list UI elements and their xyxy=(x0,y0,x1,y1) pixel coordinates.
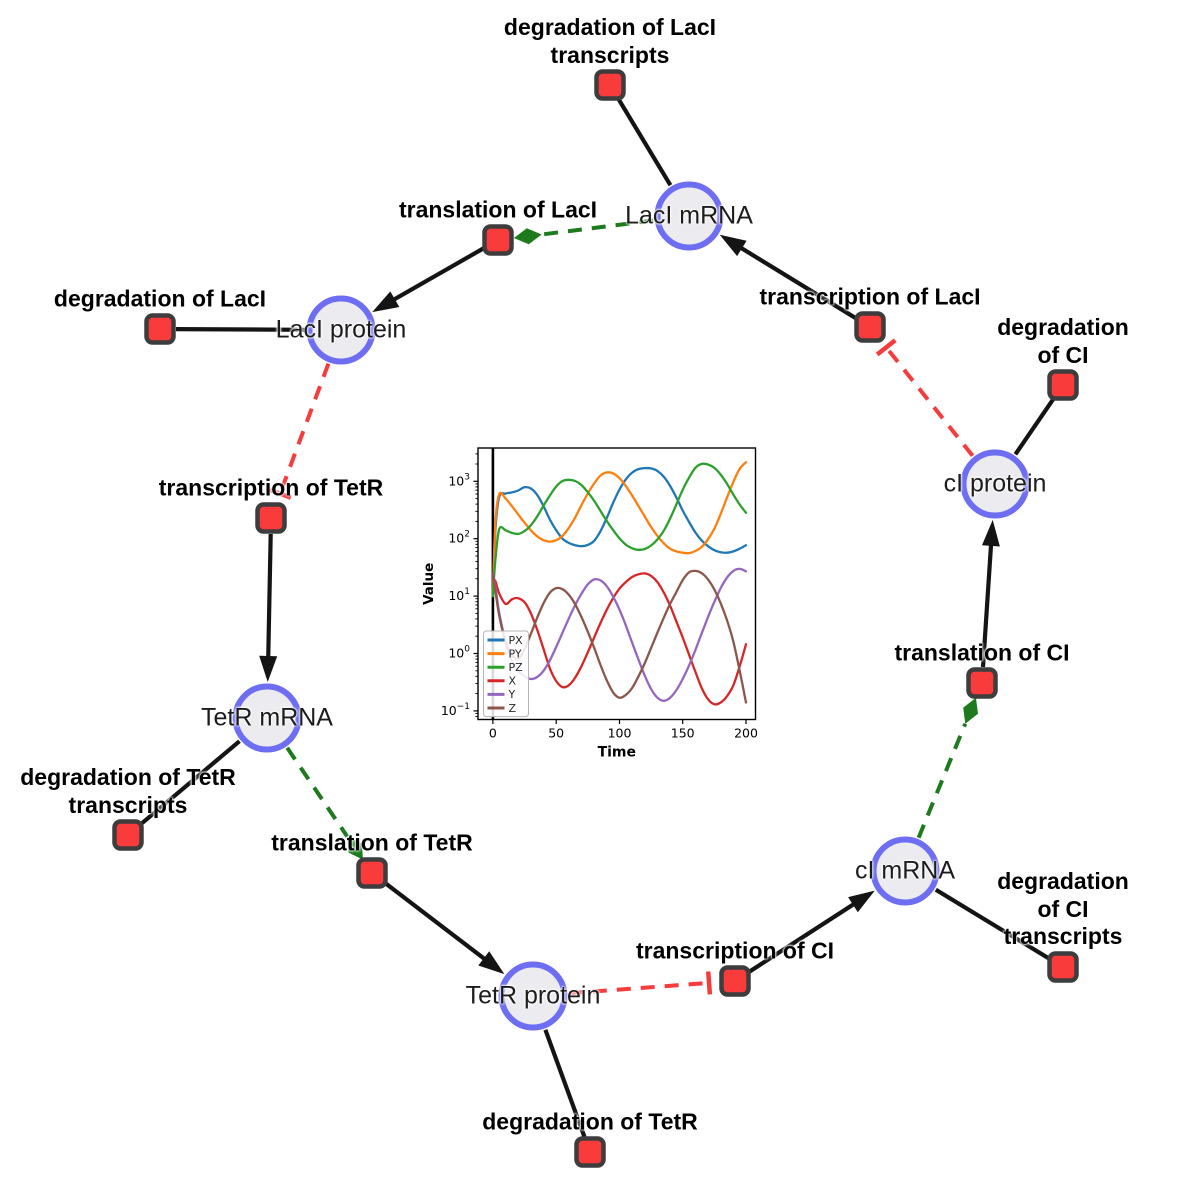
species-node-tetr_protein xyxy=(498,961,568,1031)
edge-production-tl_tetr-tetr_protein xyxy=(383,881,505,975)
reaction-node-deg_tetr xyxy=(574,1136,606,1168)
reaction-node-tl_ci xyxy=(966,667,998,699)
y-tick-label: 101 xyxy=(448,587,470,603)
chart-series-Y xyxy=(491,567,748,702)
edge-production-tc_laci-laci_mrna xyxy=(719,234,858,321)
edges-layer xyxy=(138,97,1056,1138)
species-node-ci_protein xyxy=(960,449,1030,519)
edge-consumption-ci_protein-deg_ci xyxy=(1013,397,1056,456)
x-axis-label: Time xyxy=(598,745,636,761)
chart-series-PX xyxy=(491,466,748,598)
species-node-tetr_mrna xyxy=(232,683,302,753)
y-tick-label: 100 xyxy=(448,645,470,661)
x-tick-label: 200 xyxy=(734,726,758,741)
species-node-laci_protein xyxy=(306,295,376,365)
reaction-node-tc_tetr xyxy=(255,502,287,534)
chart-axes-ticks: 10−1 100 101 102 103 0 50 100 150 200 xyxy=(441,453,758,741)
reaction-node-tl_laci xyxy=(482,224,514,256)
edge-consumption-laci_protein-deg_laci xyxy=(175,327,306,332)
edge-modifier-ci_mrna-tl_ci xyxy=(916,697,978,839)
edge-production-tc_ci-ci_mrna xyxy=(747,890,875,975)
y-tick-label: 10−1 xyxy=(441,702,470,718)
x-tick-label: 50 xyxy=(548,726,564,741)
chart-series-PY xyxy=(491,461,748,598)
edge-modifier-tetr_mrna-tl_tetr xyxy=(285,746,363,860)
species-node-laci_mrna xyxy=(654,181,724,251)
species-node-ci_mrna xyxy=(870,836,940,906)
edge-consumption-tetr_mrna-deg_tetr_tx xyxy=(138,739,241,827)
y-axis-label: Value xyxy=(421,563,437,605)
edge-inhibition-tetr_protein-tc_ci xyxy=(568,971,713,996)
legend-label-PY: PY xyxy=(509,647,522,660)
edge-consumption-tetr_protein-deg_tetr xyxy=(543,1029,587,1138)
chart-series-Z xyxy=(491,569,748,704)
x-tick-label: 150 xyxy=(671,726,695,741)
edge-production-tc_tetr-tetr_mrna xyxy=(259,533,278,682)
legend-label-PX: PX xyxy=(509,634,524,647)
legend-label-Z: Z xyxy=(509,702,517,715)
legend-label-PZ: PZ xyxy=(509,661,524,674)
edge-inhibition-ci_protein-tc_laci xyxy=(875,338,975,458)
legend-label-Y: Y xyxy=(508,688,516,701)
chart-series-X xyxy=(491,572,748,706)
edge-consumption-ci_mrna-deg_ci_tx xyxy=(934,887,1051,961)
x-tick-label: 100 xyxy=(608,726,632,741)
edge-production-tl_laci-laci_protein xyxy=(372,246,486,313)
legend-label-X: X xyxy=(509,675,517,688)
nodes-layer xyxy=(112,69,1079,1168)
y-tick-label: 102 xyxy=(448,530,470,546)
edge-inhibition-laci_protein-tc_tetr xyxy=(268,363,331,500)
chart-series-PZ xyxy=(491,462,748,598)
edge-modifier-laci_mrna-tl_laci xyxy=(513,218,654,245)
reaction-node-deg_ci xyxy=(1047,369,1079,401)
reaction-node-deg_ci_tx xyxy=(1047,951,1079,983)
x-tick-label: 0 xyxy=(489,726,497,741)
reaction-node-deg_tetr_tx xyxy=(112,819,144,851)
edge-consumption-laci_mrna-deg_laci_tx xyxy=(616,97,673,187)
edge-production-tl_ci-ci_protein xyxy=(980,519,1000,668)
y-tick-label: 103 xyxy=(448,472,470,488)
reaction-node-tc_ci xyxy=(719,965,751,997)
reaction-node-tc_laci xyxy=(854,311,886,343)
chart-series-group xyxy=(491,461,748,706)
reaction-node-tl_tetr xyxy=(356,857,388,889)
reaction-node-deg_laci xyxy=(144,313,176,345)
reaction-node-deg_laci_tx xyxy=(594,69,626,101)
